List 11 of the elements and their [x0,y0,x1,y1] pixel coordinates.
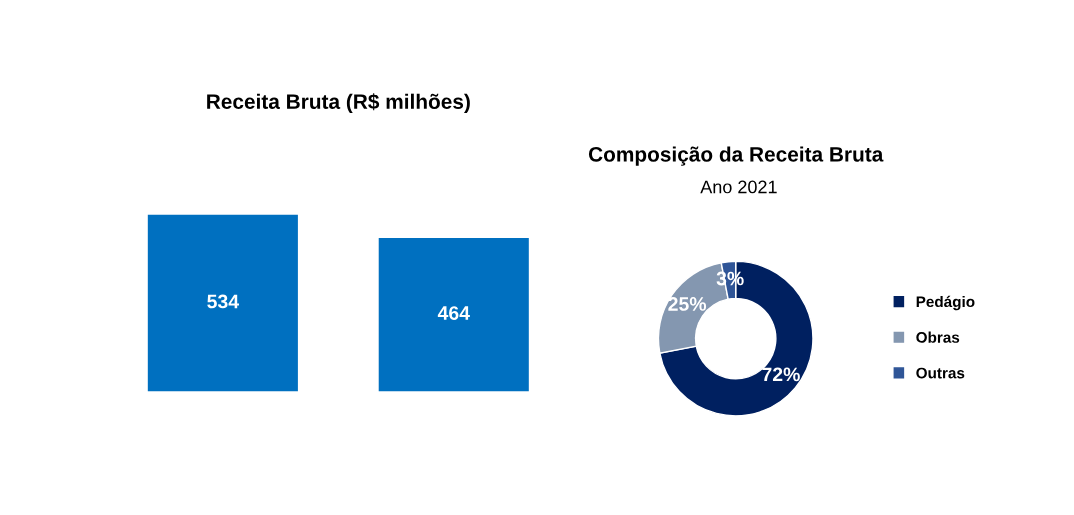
chart-subtitle: Ano 2021 [700,180,777,194]
legend-label: Obras [916,331,960,343]
data-label: 72% [762,367,800,382]
donut-slice [659,260,814,417]
chart-title: Receita Bruta (R$ milhões) [207,93,470,114]
data-label: 534 [207,294,239,309]
legend-label: Pedágio [916,295,975,311]
data-label: 464 [437,306,470,320]
chart-title: Composição da Receita Bruta [588,146,884,166]
data-label: 25% [668,297,707,311]
legend-label: Outras [916,367,965,379]
